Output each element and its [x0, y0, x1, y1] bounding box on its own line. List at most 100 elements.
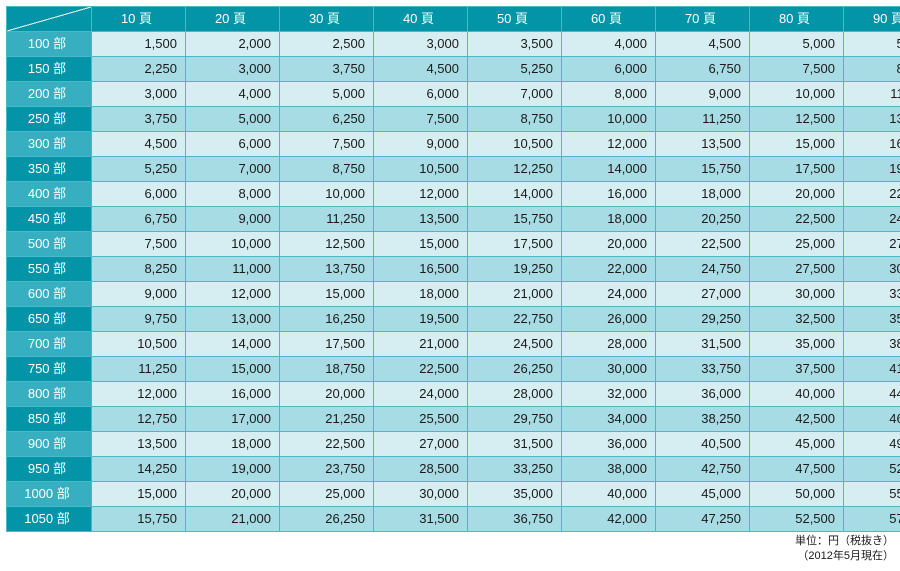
price-cell: 40,000: [562, 482, 656, 507]
price-cell: 26,250: [280, 507, 374, 532]
price-cell: 14,000: [562, 157, 656, 182]
price-cell: 15,750: [468, 207, 562, 232]
price-cell: 46,750: [844, 407, 900, 432]
price-cell: 20,000: [562, 232, 656, 257]
table-row: 100 部1,5002,0002,5003,0003,5004,0004,500…: [7, 32, 900, 57]
price-cell: 5,000: [750, 32, 844, 57]
price-cell: 5,250: [92, 157, 186, 182]
price-cell: 36,750: [468, 507, 562, 532]
price-cell: 2,500: [280, 32, 374, 57]
price-cell: 14,000: [186, 332, 280, 357]
price-cell: 21,250: [280, 407, 374, 432]
price-cell: 40,500: [656, 432, 750, 457]
price-cell: 38,000: [562, 457, 656, 482]
price-cell: 14,250: [92, 457, 186, 482]
table-row: 400 部6,0008,00010,00012,00014,00016,0001…: [7, 182, 900, 207]
price-cell: 15,000: [186, 357, 280, 382]
row-header: 550 部: [7, 257, 92, 282]
price-cell: 25,000: [280, 482, 374, 507]
price-cell: 28,500: [374, 457, 468, 482]
price-cell: 24,750: [656, 257, 750, 282]
footnote: 単位：円（税抜き） （2012年5月現在）: [6, 534, 894, 565]
price-cell: 44,000: [844, 382, 900, 407]
price-cell: 10,000: [186, 232, 280, 257]
column-header: 80 頁: [750, 7, 844, 32]
column-header: 90 頁: [844, 7, 900, 32]
price-cell: 22,500: [374, 357, 468, 382]
price-cell: 22,750: [468, 307, 562, 332]
price-cell: 33,750: [656, 357, 750, 382]
price-cell: 12,000: [374, 182, 468, 207]
row-header: 600 部: [7, 282, 92, 307]
price-cell: 18,000: [562, 207, 656, 232]
price-cell: 9,000: [186, 207, 280, 232]
price-cell: 16,250: [280, 307, 374, 332]
price-cell: 31,500: [656, 332, 750, 357]
price-cell: 7,500: [280, 132, 374, 157]
price-cell: 7,500: [750, 57, 844, 82]
price-cell: 11,250: [280, 207, 374, 232]
price-cell: 21,000: [468, 282, 562, 307]
price-cell: 17,000: [186, 407, 280, 432]
price-cell: 16,500: [374, 257, 468, 282]
price-cell: 15,000: [92, 482, 186, 507]
price-cell: 17,500: [468, 232, 562, 257]
price-cell: 50,000: [750, 482, 844, 507]
price-cell: 17,500: [750, 157, 844, 182]
table-row: 1050 部15,75021,00026,25031,50036,75042,0…: [7, 507, 900, 532]
price-cell: 6,000: [562, 57, 656, 82]
price-cell: 3,000: [186, 57, 280, 82]
price-cell: 9,000: [374, 132, 468, 157]
price-cell: 23,750: [280, 457, 374, 482]
row-header: 450 部: [7, 207, 92, 232]
table-row: 600 部9,00012,00015,00018,00021,00024,000…: [7, 282, 900, 307]
table-body: 100 部1,5002,0002,5003,0003,5004,0004,500…: [7, 32, 900, 532]
price-cell: 35,000: [750, 332, 844, 357]
header-row: 10 頁20 頁30 頁40 頁50 頁60 頁70 頁80 頁90 頁100 …: [7, 7, 900, 32]
price-cell: 27,500: [844, 232, 900, 257]
price-cell: 8,250: [844, 57, 900, 82]
price-cell: 18,000: [656, 182, 750, 207]
price-cell: 29,750: [468, 407, 562, 432]
pricing-table: 10 頁20 頁30 頁40 頁50 頁60 頁70 頁80 頁90 頁100 …: [6, 6, 900, 532]
table-row: 500 部7,50010,00012,50015,00017,50020,000…: [7, 232, 900, 257]
footnote-line-1: 単位：円（税抜き）: [795, 535, 894, 547]
price-cell: 28,000: [562, 332, 656, 357]
footnote-line-2: （2012年5月現在）: [797, 550, 894, 562]
price-cell: 3,000: [374, 32, 468, 57]
price-cell: 55,000: [844, 482, 900, 507]
price-cell: 15,000: [374, 232, 468, 257]
price-cell: 6,250: [280, 107, 374, 132]
price-cell: 27,000: [374, 432, 468, 457]
price-cell: 12,750: [92, 407, 186, 432]
price-cell: 24,000: [374, 382, 468, 407]
row-header: 1000 部: [7, 482, 92, 507]
price-cell: 47,250: [656, 507, 750, 532]
price-cell: 10,000: [562, 107, 656, 132]
table-row: 700 部10,50014,00017,50021,00024,50028,00…: [7, 332, 900, 357]
price-cell: 12,000: [186, 282, 280, 307]
price-cell: 5,000: [186, 107, 280, 132]
price-cell: 12,000: [562, 132, 656, 157]
price-cell: 4,000: [562, 32, 656, 57]
price-cell: 7,500: [374, 107, 468, 132]
column-header: 60 頁: [562, 7, 656, 32]
row-header: 700 部: [7, 332, 92, 357]
price-cell: 19,250: [468, 257, 562, 282]
price-cell: 10,500: [468, 132, 562, 157]
price-cell: 11,000: [186, 257, 280, 282]
table-row: 950 部14,25019,00023,75028,50033,25038,00…: [7, 457, 900, 482]
price-cell: 10,500: [92, 332, 186, 357]
price-cell: 2,000: [186, 32, 280, 57]
price-cell: 11,250: [656, 107, 750, 132]
price-cell: 4,500: [656, 32, 750, 57]
column-header: 50 頁: [468, 7, 562, 32]
column-header: 10 頁: [92, 7, 186, 32]
price-cell: 22,500: [750, 207, 844, 232]
price-cell: 22,500: [280, 432, 374, 457]
price-cell: 3,500: [468, 32, 562, 57]
price-cell: 47,500: [750, 457, 844, 482]
row-header: 750 部: [7, 357, 92, 382]
price-cell: 52,500: [750, 507, 844, 532]
price-cell: 6,000: [186, 132, 280, 157]
